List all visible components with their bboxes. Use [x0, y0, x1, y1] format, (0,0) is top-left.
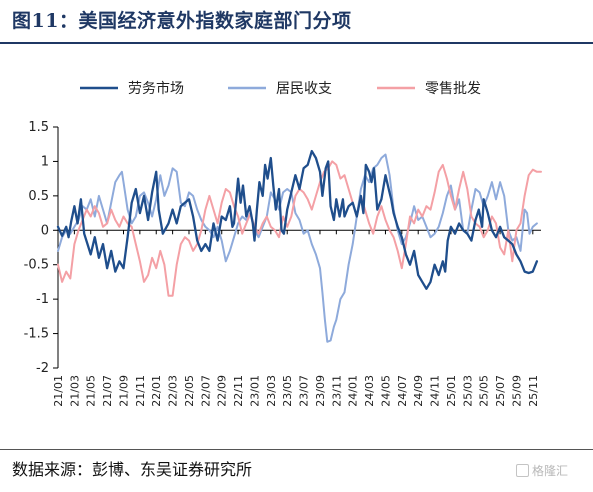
x-tick-label: 23/05 [281, 375, 294, 407]
x-tick-label: 24/09 [412, 375, 425, 407]
x-tick-label: 23/09 [314, 375, 327, 407]
y-tick-label: 0 [41, 223, 49, 238]
x-tick-label: 24/01 [347, 375, 360, 407]
x-tick-label: 22/03 [167, 375, 180, 407]
source-note: 数据来源：彭博、东吴证券研究所 [12, 460, 253, 479]
x-tick-label: 23/07 [298, 375, 311, 407]
x-tick-label: 25/05 [478, 375, 491, 407]
plot-lines [56, 149, 542, 343]
series-line-1 [56, 149, 539, 290]
x-tick-label: 22/09 [216, 375, 229, 407]
legend-label-3: 零售批发 [425, 81, 481, 97]
series-line-2 [57, 153, 538, 343]
x-tick-label: 22/01 [150, 375, 163, 407]
y-axis: 1.5 1 0.5 0 -0.5 -1 -1.5 -2 [24, 120, 59, 376]
x-tick-label: 25/09 [510, 375, 523, 407]
y-tick-label: 1 [41, 154, 49, 169]
x-tick-label: 24/11 [429, 375, 442, 407]
x-tick-label: 21/05 [85, 375, 98, 407]
legend: 劳务市场 居民收支 零售批发 [80, 80, 481, 97]
x-tick-label: 21/11 [134, 375, 147, 407]
y-tick-label: -1.5 [24, 327, 49, 342]
figure-title: 图11：美国经济意外指数家庭部门分项 [12, 10, 352, 32]
x-tick-label: 22/05 [183, 375, 196, 407]
title-rule [0, 42, 593, 44]
x-tick-label: 24/07 [396, 375, 409, 407]
watermark-text: 格隆汇 [532, 464, 569, 478]
chart: 劳务市场 居民收支 零售批发 1.510.50-0.5-1-1.5-2 21/01 2… [24, 80, 542, 407]
x-tick-label: 22/07 [199, 375, 212, 407]
y-tick-label: -2 [36, 361, 49, 376]
x-tick-label: 23/03 [265, 375, 278, 407]
x-tick-label: 21/01 [52, 375, 65, 407]
x-tick-label: 21/03 [68, 375, 81, 407]
x-tick-label: 22/11 [232, 375, 245, 407]
x-tick-label: 23/01 [248, 375, 261, 407]
x-tick-label: 25/01 [445, 375, 458, 407]
x-tick-label: 21/07 [101, 375, 114, 407]
watermark-logo-icon [516, 464, 529, 477]
legend-label-2: 居民收支 [276, 81, 332, 97]
watermark: 格隆汇 [516, 462, 568, 479]
x-tick-label: 25/11 [527, 375, 540, 407]
x-tick-label: 24/05 [379, 375, 392, 407]
y-tick-label: -1 [36, 292, 49, 307]
x-tick-label: 23/11 [330, 375, 343, 407]
x-tick-label: 24/03 [363, 375, 376, 407]
y-tick-label: 1.5 [28, 120, 49, 135]
x-tick-label: 25/03 [461, 375, 474, 407]
x-axis: 21/01 21/03 21/05 21/07 21/09 21/11 22/01 22/03… [52, 229, 541, 407]
x-tick-label: 21/09 [117, 375, 130, 407]
x-tick-label: 25/07 [494, 375, 507, 407]
y-tick-label: 0.5 [28, 189, 49, 204]
y-tick-label: -0.5 [24, 258, 49, 273]
legend-label-1: 劳务市场 [128, 80, 184, 97]
source-rule [0, 449, 593, 450]
